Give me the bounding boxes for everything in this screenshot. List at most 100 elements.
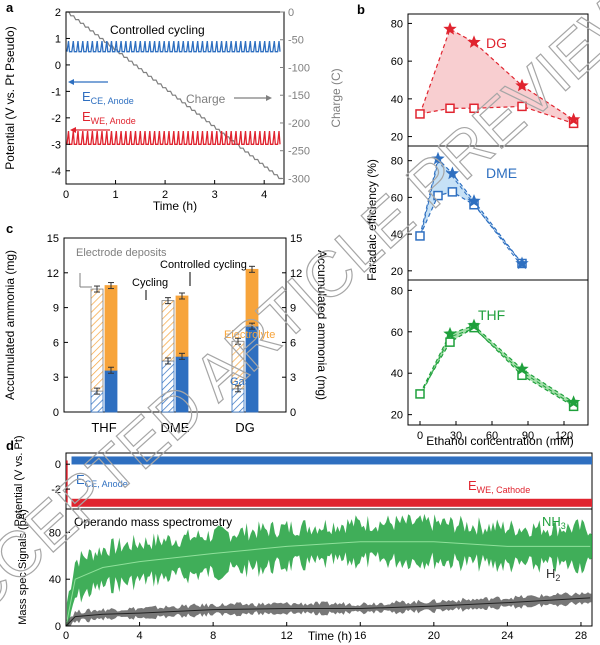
- fe-point-controlled: [443, 22, 457, 35]
- b-x-tick-label: 30: [450, 430, 462, 442]
- fe-point-cycling: [415, 389, 425, 399]
- c-y-tick-label: 0: [53, 407, 59, 419]
- d-potential-band: [71, 456, 593, 465]
- panel-d-ylabel-bottom: Mass spec Signals (pA): [17, 509, 29, 625]
- x-tick-label: 3: [212, 189, 218, 201]
- legend-charge-label: Charge: [186, 92, 226, 106]
- fe-label-DG: DG: [486, 35, 507, 51]
- fe-label-THF: THF: [478, 307, 505, 323]
- annot-electrolyte: Electrolyte: [224, 329, 275, 341]
- legend-ewe-label: EWE, Anode: [82, 109, 136, 126]
- b-y-tick-label: 20: [391, 266, 403, 278]
- fe-controlled-line2-THF: [419, 328, 574, 406]
- y2-tick-label: -50: [288, 35, 304, 47]
- legend-ece-arrowhead: [68, 79, 74, 85]
- d-potential-band: [71, 498, 593, 507]
- c-y2-tick-label: 3: [290, 372, 296, 384]
- legend-ece-anode: ECE, Anode: [68, 79, 134, 106]
- nh3-signal: [66, 513, 592, 626]
- panel-c-content: THF DME DG 0 0 3 3 6 6 9 9 12 12 15 15: [47, 233, 303, 435]
- c-y-tick-label: 3: [53, 372, 59, 384]
- panel-a-frame: [65, 11, 285, 185]
- d-x-tick-label: 20: [428, 630, 440, 642]
- d-bot-y-tick-label: 80: [49, 527, 61, 539]
- fe-fill-DME: [420, 158, 522, 264]
- panel-d: 0 -2 0 40 80 0 4 8 12 16 20 24 28 ECE, Anode EWE, Ca…: [13, 435, 593, 643]
- b-y-tick-label: 60: [391, 56, 403, 68]
- fe-point-cycling: [447, 187, 458, 197]
- panel-b-thf-frame: [407, 279, 589, 426]
- fe-cycling-line-THF: [419, 326, 574, 407]
- bar-electrolyte: [90, 288, 104, 392]
- annot-electrode: Electrode deposits: [76, 247, 167, 259]
- fe-point-controlled: [515, 362, 529, 375]
- d-x-tick-label: 16: [354, 630, 366, 642]
- b-y-tick-label: 40: [391, 368, 403, 380]
- d-top-y-tick-label: 0: [55, 459, 61, 471]
- b-y-tick-label: 80: [391, 285, 403, 297]
- legend-ece-label: ECE, Anode: [82, 89, 134, 106]
- nh3-mean: [65, 541, 591, 627]
- panel-d-bottom-frame: [65, 508, 593, 627]
- d-x-tick-label: 8: [210, 630, 216, 642]
- fe-label-DME: DME: [486, 165, 517, 181]
- b-y-tick-label: 60: [391, 192, 403, 204]
- bar-electrolyte: [161, 300, 175, 362]
- panel-a-xlabel: Time (h): [153, 199, 197, 213]
- panel-b-ylabel: Faradaic efficiency (%): [365, 159, 379, 281]
- d-x-tick-label: 24: [501, 630, 513, 642]
- charge-line: [66, 11, 282, 180]
- fe-point-controlled: [443, 326, 457, 340]
- y-tick-label: 2: [55, 7, 61, 19]
- y2-tick-label: -300: [288, 173, 310, 185]
- y2-tick-label: 0: [288, 7, 294, 19]
- b-x-tick-label: 60: [486, 430, 498, 442]
- c-y2-tick-label: 12: [290, 268, 302, 280]
- b-y-tick-label: 80: [391, 156, 403, 168]
- c-y-tick-label: 12: [47, 268, 59, 280]
- x-tick-label: 1: [112, 189, 118, 201]
- b-y-tick-label: 60: [391, 327, 403, 339]
- c-y2-tick-label: 6: [290, 337, 296, 349]
- ece-anode-line: [66, 41, 281, 53]
- annot-cycling: Cycling: [132, 277, 168, 289]
- y-tick-label: 0: [55, 60, 61, 72]
- y2-tick-label: -150: [288, 90, 310, 102]
- b-y-tick-label: 20: [391, 132, 403, 144]
- x-tick-label: 4: [261, 189, 267, 201]
- x-tick-label: 0: [63, 189, 69, 201]
- panel-d-content: 0 -2 0 40 80 0 4 8 12 16 20 24 28: [49, 456, 593, 642]
- legend-d-ece: ECE, Anode: [76, 472, 128, 489]
- legend-d-nh3: NH3: [542, 514, 566, 531]
- bar-electrolyte: [104, 285, 118, 371]
- b-x-tick-label: 0: [417, 430, 423, 442]
- panel-c-frame: [63, 237, 287, 413]
- panel-letter-a: a: [6, 0, 14, 15]
- panel-a-series: [66, 11, 282, 180]
- y-tick-label: -2: [51, 113, 61, 125]
- legend-charge: Charge: [186, 92, 272, 106]
- fe-point-cycling: [445, 103, 455, 114]
- y-tick-label: -3: [51, 139, 61, 151]
- panel-a-title: Controlled cycling: [110, 23, 205, 37]
- bar-gas: [104, 369, 118, 413]
- d-x-tick-label: 12: [281, 630, 293, 642]
- panel-letter-d: d: [6, 438, 14, 453]
- c-y2-tick-label: 15: [290, 233, 302, 245]
- category-label: DG: [235, 420, 255, 435]
- b-y-tick-label: 80: [391, 18, 403, 30]
- panel-d-ylabel-top: Potential (V vs. Pt): [13, 435, 25, 526]
- b-x-tick-label: 120: [555, 430, 573, 442]
- panel-b-content: 20 40 60 80 DG 20 40 60 80 DME 20 40 60 80 THF 0 30 60 90 1…: [391, 18, 581, 442]
- fe-point-cycling: [415, 109, 425, 119]
- legend-ewe-arrowhead: [70, 127, 76, 133]
- y-tick-label: -4: [51, 166, 61, 178]
- panel-c-ylabel: Accumulated ammonia (mg): [3, 250, 17, 400]
- x-tick-label: 2: [162, 189, 168, 201]
- fe-cycling-line-DG: [419, 105, 574, 124]
- fe-point-controlled: [467, 35, 481, 48]
- bar-electrolyte: [175, 295, 189, 357]
- ewe-anode-line: [66, 131, 281, 145]
- h2-signal: [66, 592, 592, 626]
- category-label: DME: [161, 420, 190, 435]
